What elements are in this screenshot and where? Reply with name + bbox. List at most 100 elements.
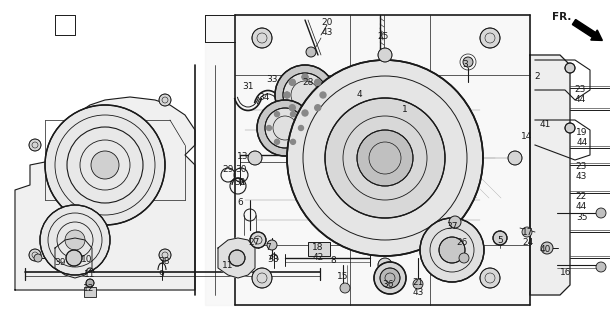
Circle shape — [34, 254, 42, 262]
Circle shape — [267, 125, 271, 131]
Circle shape — [91, 151, 119, 179]
Circle shape — [29, 249, 41, 261]
Circle shape — [320, 92, 326, 98]
Text: 15: 15 — [337, 272, 349, 281]
Text: 41: 41 — [539, 120, 551, 129]
Circle shape — [252, 268, 272, 288]
Text: 14: 14 — [522, 132, 533, 141]
Text: 40: 40 — [539, 245, 551, 254]
Circle shape — [274, 112, 279, 117]
Circle shape — [302, 110, 308, 116]
Circle shape — [65, 230, 85, 250]
Text: 19
44: 19 44 — [576, 128, 588, 147]
Text: 10: 10 — [81, 255, 93, 264]
Text: FR.: FR. — [552, 12, 572, 22]
Text: 11: 11 — [84, 270, 96, 279]
Circle shape — [357, 130, 413, 186]
Circle shape — [274, 139, 279, 144]
Circle shape — [159, 249, 171, 261]
Text: 26: 26 — [456, 238, 468, 247]
Circle shape — [315, 105, 321, 111]
Circle shape — [315, 79, 321, 85]
Circle shape — [480, 268, 500, 288]
Circle shape — [325, 98, 445, 218]
Text: 21
43: 21 43 — [412, 278, 424, 297]
Text: 16: 16 — [560, 268, 572, 277]
Text: 29: 29 — [222, 165, 234, 174]
Polygon shape — [530, 55, 570, 295]
Text: 25: 25 — [378, 32, 389, 41]
Text: 27: 27 — [248, 238, 260, 247]
Circle shape — [340, 283, 350, 293]
Circle shape — [287, 60, 483, 256]
Circle shape — [541, 242, 553, 254]
Text: 4: 4 — [356, 90, 362, 99]
Circle shape — [508, 151, 522, 165]
Text: 17
24: 17 24 — [522, 228, 534, 247]
Text: 6: 6 — [237, 198, 243, 207]
Text: 23
43: 23 43 — [575, 162, 587, 181]
Polygon shape — [55, 238, 92, 278]
Circle shape — [248, 151, 262, 165]
Circle shape — [306, 47, 316, 57]
Circle shape — [596, 262, 606, 272]
Text: 33: 33 — [266, 75, 278, 84]
Text: 7: 7 — [265, 243, 271, 252]
Polygon shape — [15, 97, 195, 290]
Circle shape — [29, 139, 41, 151]
Circle shape — [565, 123, 575, 133]
Text: 39: 39 — [54, 258, 66, 267]
Text: 1: 1 — [402, 105, 408, 114]
Circle shape — [40, 205, 110, 275]
Circle shape — [420, 218, 484, 282]
Circle shape — [493, 231, 507, 245]
Text: 20
43: 20 43 — [321, 18, 332, 37]
Circle shape — [378, 258, 392, 272]
Circle shape — [522, 227, 532, 237]
Bar — [84, 287, 96, 297]
Text: 38: 38 — [267, 255, 279, 264]
Circle shape — [66, 250, 82, 266]
Circle shape — [302, 74, 308, 80]
Polygon shape — [205, 15, 530, 305]
Bar — [308, 242, 330, 256]
Circle shape — [290, 139, 295, 144]
Text: 31: 31 — [242, 82, 254, 91]
Text: 28: 28 — [303, 78, 314, 87]
Text: 11: 11 — [222, 261, 234, 270]
Circle shape — [298, 125, 304, 131]
Text: 18
42: 18 42 — [312, 243, 324, 262]
Text: 36: 36 — [382, 280, 393, 289]
Circle shape — [45, 105, 165, 225]
Text: 23
44: 23 44 — [574, 85, 586, 104]
Circle shape — [565, 63, 575, 73]
Circle shape — [250, 232, 266, 248]
Circle shape — [378, 48, 392, 62]
Circle shape — [413, 279, 423, 289]
Text: 37: 37 — [447, 222, 458, 231]
Circle shape — [267, 240, 277, 250]
Text: 2: 2 — [534, 72, 540, 81]
Text: 12: 12 — [84, 284, 95, 293]
Circle shape — [159, 94, 171, 106]
Circle shape — [459, 253, 469, 263]
Circle shape — [283, 73, 327, 117]
Text: 8: 8 — [330, 256, 336, 265]
Circle shape — [374, 262, 406, 294]
Circle shape — [275, 65, 335, 125]
Text: 35: 35 — [576, 213, 588, 222]
Circle shape — [449, 216, 461, 228]
Circle shape — [229, 250, 245, 266]
Circle shape — [86, 279, 94, 287]
Circle shape — [257, 100, 313, 156]
Polygon shape — [218, 238, 255, 278]
Text: 9: 9 — [158, 270, 164, 279]
Text: 38: 38 — [158, 257, 170, 266]
Circle shape — [289, 79, 295, 85]
Text: 30: 30 — [235, 165, 247, 174]
Circle shape — [380, 268, 400, 288]
FancyArrow shape — [572, 20, 603, 40]
Circle shape — [252, 28, 272, 48]
Text: 5: 5 — [497, 236, 503, 245]
Text: 34: 34 — [258, 93, 270, 102]
